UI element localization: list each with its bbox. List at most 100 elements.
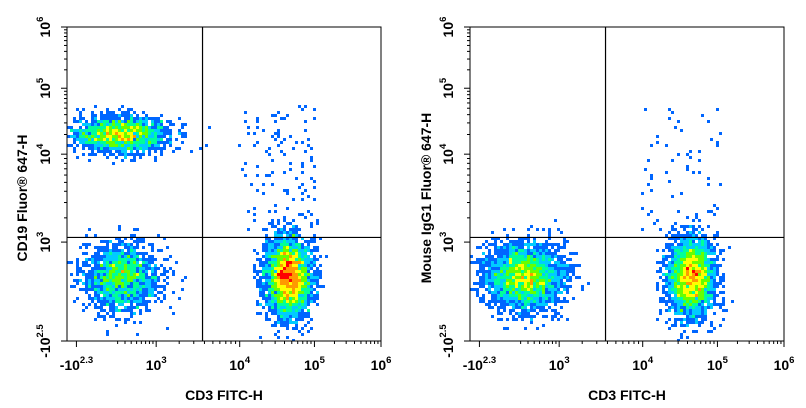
event-bin xyxy=(521,252,524,255)
event-bin xyxy=(494,291,497,294)
event-bin xyxy=(145,123,148,126)
event-bin xyxy=(277,219,280,222)
event-bin xyxy=(142,303,145,306)
event-bin xyxy=(271,240,274,243)
event-bin xyxy=(265,270,268,273)
event-bin xyxy=(271,246,274,249)
event-bin xyxy=(521,291,524,294)
event-bin xyxy=(533,303,536,306)
event-bin xyxy=(148,285,151,288)
event-bin xyxy=(130,150,133,153)
event-bin xyxy=(286,300,289,303)
event-bin xyxy=(503,279,506,282)
event-bin xyxy=(112,147,115,150)
event-bin xyxy=(539,255,542,258)
event-bin xyxy=(310,240,313,243)
event-bin xyxy=(542,261,545,264)
event-bin xyxy=(142,117,145,120)
event-bin xyxy=(112,111,115,114)
event-bin xyxy=(695,282,698,285)
event-bin xyxy=(683,282,686,285)
event-bin xyxy=(698,237,701,240)
event-bin xyxy=(683,300,686,303)
event-bin xyxy=(157,267,160,270)
event-bin xyxy=(106,276,109,279)
event-bin xyxy=(133,234,136,237)
event-bin xyxy=(686,318,689,321)
event-bin xyxy=(103,294,106,297)
event-bin xyxy=(500,264,503,267)
event-bin xyxy=(518,270,521,273)
event-bin xyxy=(85,243,88,246)
event-bin xyxy=(145,285,148,288)
event-bin xyxy=(184,132,187,135)
event-bin xyxy=(136,132,139,135)
event-bin xyxy=(563,297,566,300)
event-bin xyxy=(683,270,686,273)
event-bin xyxy=(530,264,533,267)
event-bin xyxy=(506,300,509,303)
event-bin xyxy=(683,225,686,228)
event-bin xyxy=(85,129,88,132)
event-bin xyxy=(265,297,268,300)
event-bin xyxy=(277,285,280,288)
event-bin xyxy=(674,324,677,327)
event-bin xyxy=(671,276,674,279)
event-bin xyxy=(103,267,106,270)
event-bin xyxy=(713,300,716,303)
event-bin xyxy=(476,291,479,294)
event-bin xyxy=(151,270,154,273)
event-bin xyxy=(671,111,674,114)
event-bin xyxy=(488,273,491,276)
event-bin xyxy=(160,150,163,153)
event-bin xyxy=(680,273,683,276)
event-bin xyxy=(97,129,100,132)
event-bin xyxy=(121,261,124,264)
event-bin xyxy=(659,300,662,303)
event-bin xyxy=(127,282,130,285)
event-bin xyxy=(283,228,286,231)
event-bin xyxy=(181,132,184,135)
event-bin xyxy=(572,264,575,267)
event-bin xyxy=(274,114,277,117)
event-bin xyxy=(509,240,512,243)
event-bin xyxy=(286,267,289,270)
event-bin xyxy=(521,303,524,306)
event-bin xyxy=(551,282,554,285)
event-bin xyxy=(97,291,100,294)
event-bin xyxy=(82,261,85,264)
event-bin xyxy=(106,279,109,282)
event-bin xyxy=(109,117,112,120)
event-bin xyxy=(109,297,112,300)
event-bin xyxy=(307,210,310,213)
event-bin xyxy=(97,138,100,141)
event-bin xyxy=(112,300,115,303)
event-bin xyxy=(94,141,97,144)
event-bin xyxy=(157,249,160,252)
plot-left: -102.3 103 104 105 106-102.5103104105106CD3 … xyxy=(14,17,391,403)
event-bin xyxy=(286,321,289,324)
event-bin xyxy=(482,276,485,279)
events xyxy=(67,105,328,341)
event-bin xyxy=(136,252,139,255)
event-bin xyxy=(707,261,710,264)
event-bin xyxy=(566,318,569,321)
event-bin xyxy=(692,267,695,270)
event-bin xyxy=(515,255,518,258)
event-bin xyxy=(686,240,689,243)
event-bin xyxy=(716,273,719,276)
event-bin xyxy=(298,255,301,258)
event-bin xyxy=(542,228,545,231)
event-bin xyxy=(274,240,277,243)
event-bin xyxy=(548,276,551,279)
event-bin xyxy=(166,138,169,141)
event-bin xyxy=(304,252,307,255)
event-bin xyxy=(301,246,304,249)
event-bin xyxy=(563,240,566,243)
event-bin xyxy=(668,231,671,234)
event-bin xyxy=(557,318,560,321)
event-bin xyxy=(298,318,301,321)
event-bin xyxy=(103,309,106,312)
event-bin xyxy=(563,267,566,270)
event-bin xyxy=(94,252,97,255)
